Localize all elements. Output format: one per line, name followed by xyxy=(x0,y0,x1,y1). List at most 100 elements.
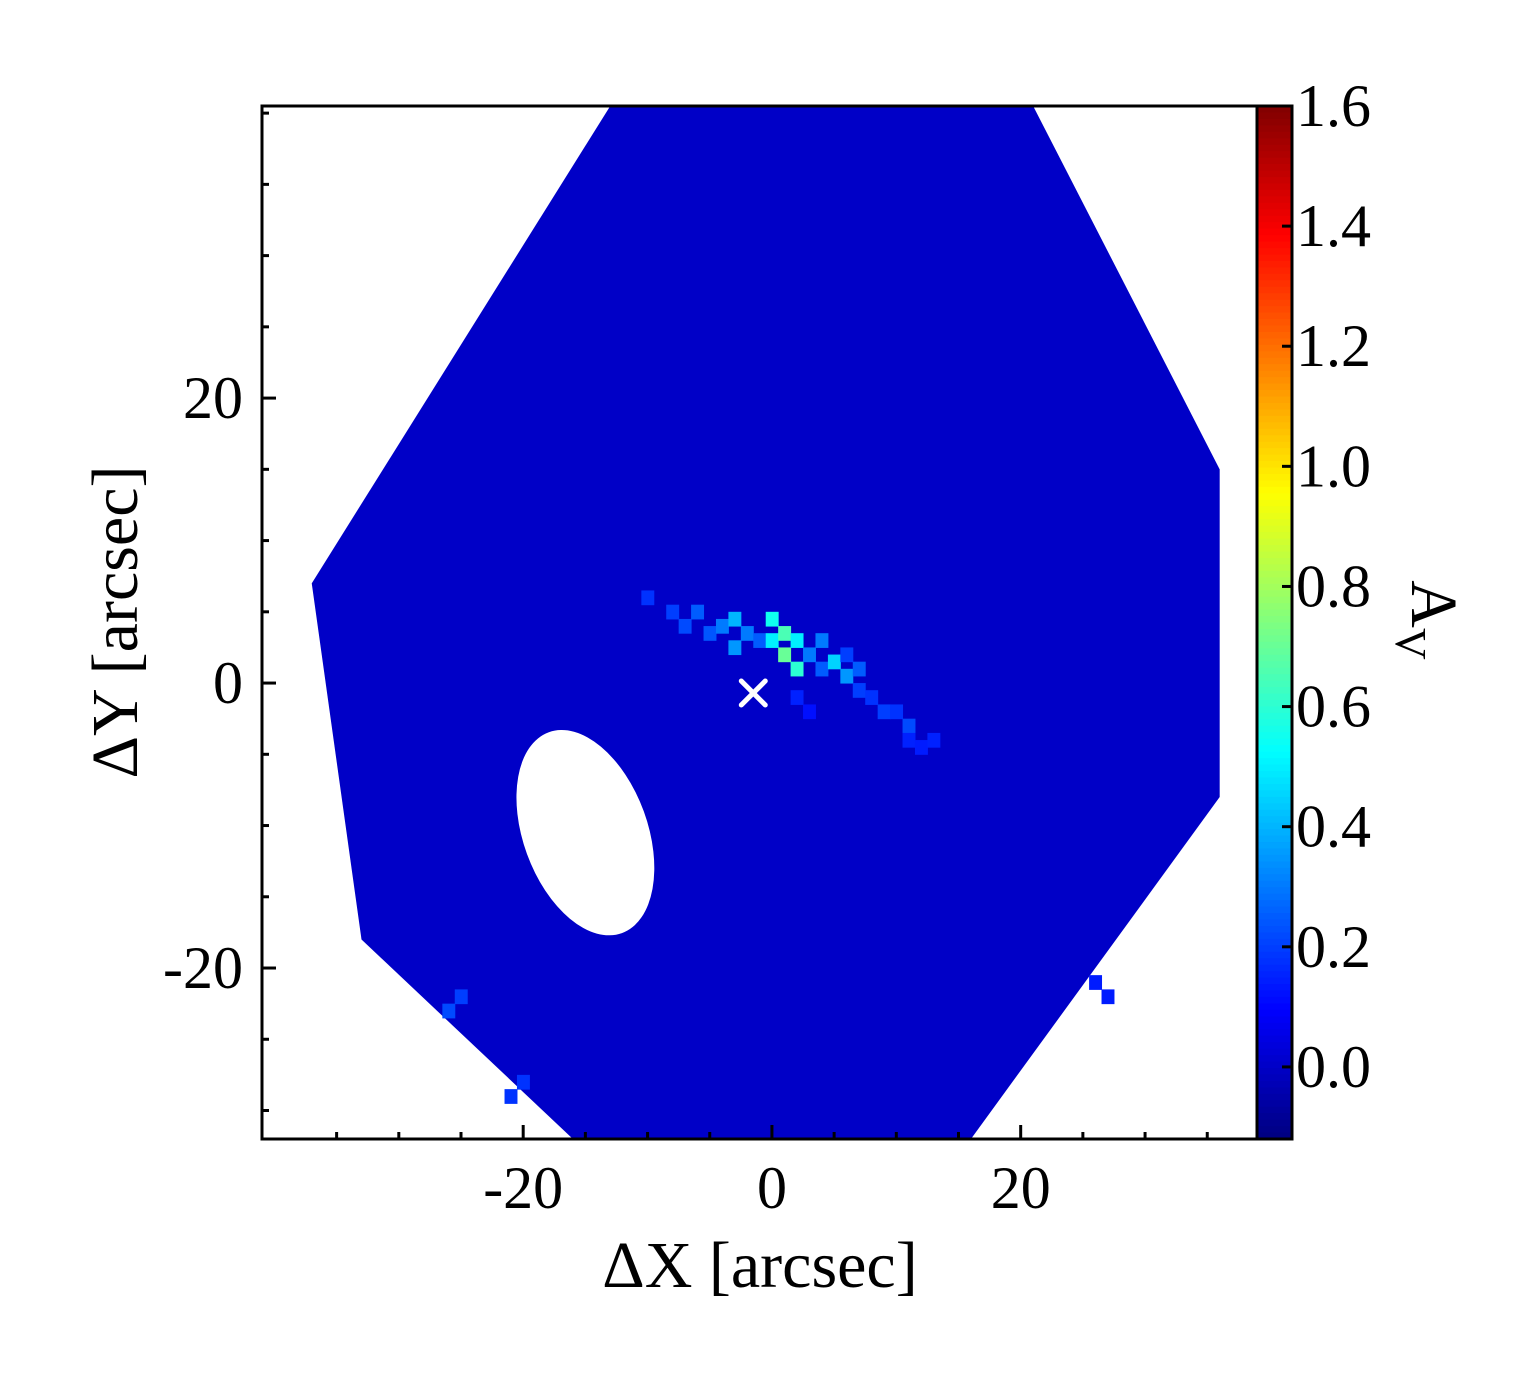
colorbar-segment xyxy=(1257,854,1292,862)
svg-text:AV: AV xyxy=(1386,580,1470,660)
colorbar-segment xyxy=(1257,525,1292,533)
colorbar-segment xyxy=(1257,228,1292,236)
colorbar-segment xyxy=(1257,699,1292,708)
extinction-pixel xyxy=(666,604,680,620)
colorbar-segment xyxy=(1257,557,1292,565)
colorbar-segment xyxy=(1257,383,1292,391)
colorbar-title: AV xyxy=(1386,580,1470,660)
colorbar-segment xyxy=(1257,906,1292,914)
colorbar-segment xyxy=(1257,196,1292,204)
extinction-pixel xyxy=(516,1074,530,1090)
colorbar-segment xyxy=(1257,913,1292,921)
extinction-pixel xyxy=(1089,975,1103,990)
extinction-pixel xyxy=(827,654,841,670)
extinction-pixel xyxy=(790,690,804,705)
colorbar-segment xyxy=(1257,971,1292,979)
colorbar-segment xyxy=(1257,1003,1292,1011)
colorbar-segment xyxy=(1257,118,1292,126)
colorbar-segment xyxy=(1257,183,1292,191)
colorbar-segment xyxy=(1257,512,1292,520)
colorbar-segment xyxy=(1257,1126,1292,1134)
colorbar-segment xyxy=(1257,1080,1292,1088)
colorbar-tick-label: 1.4 xyxy=(1296,193,1371,259)
colorbar-segment xyxy=(1257,428,1292,436)
y-axis: -20 0 20 xyxy=(163,111,276,1113)
extinction-pixel xyxy=(927,732,941,748)
colorbar-segment xyxy=(1257,1106,1292,1114)
colorbar-segment xyxy=(1257,1029,1292,1037)
colorbar-segment xyxy=(1257,1093,1292,1101)
colorbar-segment xyxy=(1257,325,1292,333)
colorbar-segment xyxy=(1257,667,1292,675)
colorbar-segment xyxy=(1257,499,1292,507)
x-axis-title: ΔX [arcsec] xyxy=(602,1229,917,1302)
colorbar-segment xyxy=(1257,273,1292,281)
colorbar-segment xyxy=(1257,712,1292,720)
colorbar-segment xyxy=(1257,170,1292,178)
colorbar-segment xyxy=(1257,106,1292,114)
colorbar-segment xyxy=(1257,1048,1292,1056)
colorbar-segment xyxy=(1257,1113,1292,1121)
colorbar-segment xyxy=(1257,280,1292,288)
extinction-pixel xyxy=(728,611,742,627)
y-axis-title: ΔY [arcsec] xyxy=(79,466,152,779)
colorbar-segment xyxy=(1257,1016,1292,1024)
colorbar-segment xyxy=(1257,248,1292,256)
extinction-pixel xyxy=(778,647,792,663)
y-tick-label: -20 xyxy=(163,935,243,1001)
colorbar-segment xyxy=(1257,583,1292,591)
x-tick-label: 20 xyxy=(991,1155,1051,1221)
extinction-pixel xyxy=(890,704,904,720)
extinction-pixel xyxy=(815,661,829,677)
colorbar-segment xyxy=(1257,1087,1292,1095)
colorbar-segment xyxy=(1257,202,1292,210)
colorbar-segment xyxy=(1257,732,1292,740)
extinction-pixel xyxy=(1101,989,1115,1005)
colorbar-segment xyxy=(1257,344,1292,352)
colorbar-tick-label: 0.2 xyxy=(1296,914,1371,980)
colorbar-segment xyxy=(1257,816,1292,824)
extinction-pixel xyxy=(865,690,879,705)
colorbar-segment xyxy=(1257,693,1292,701)
colorbar-segment xyxy=(1257,164,1292,172)
colorbar-segment xyxy=(1257,900,1292,908)
colorbar-segment xyxy=(1257,538,1292,546)
colorbar-segment xyxy=(1257,519,1292,527)
extinction-pixel xyxy=(454,989,468,1005)
colorbar-segment xyxy=(1257,177,1292,185)
colorbar-segment xyxy=(1257,796,1292,804)
colorbar-segment xyxy=(1257,1055,1292,1063)
colorbar-segment xyxy=(1257,474,1292,482)
colorbar-segment xyxy=(1257,577,1292,585)
colorbar-segment xyxy=(1257,725,1292,733)
extinction-pixel xyxy=(765,633,779,648)
colorbar-segment xyxy=(1257,822,1292,830)
x-axis: -20 0 20 xyxy=(335,1125,1209,1221)
colorbar-segment xyxy=(1257,131,1292,139)
colorbar-segment xyxy=(1257,235,1292,243)
extinction-pixel xyxy=(852,661,866,677)
colorbar-segment xyxy=(1257,861,1292,869)
extinction-pixel xyxy=(790,661,804,677)
colorbar-segment xyxy=(1257,719,1292,727)
colorbar-segment xyxy=(1257,486,1292,494)
colorbar-segment xyxy=(1257,286,1292,294)
colorbar-segment xyxy=(1257,189,1292,197)
colorbar-segment xyxy=(1257,564,1292,572)
extinction-pixel xyxy=(852,683,866,698)
colorbar-segment xyxy=(1257,377,1292,385)
colorbar-segment xyxy=(1257,396,1292,404)
colorbar-segment xyxy=(1257,764,1292,772)
colorbar-segment xyxy=(1257,254,1292,262)
colorbar-segment xyxy=(1257,1035,1292,1043)
extinction-pixel xyxy=(703,626,717,641)
extinction-pixel xyxy=(504,1089,518,1104)
x-tick-label: 0 xyxy=(757,1155,787,1221)
colorbar-segment xyxy=(1257,441,1292,449)
extinction-map xyxy=(311,106,1220,1139)
extinction-pixel xyxy=(728,640,742,656)
colorbar-segment xyxy=(1257,990,1292,998)
extinction-pixel xyxy=(740,626,754,641)
colorbar-segment xyxy=(1257,144,1292,152)
colorbar-segment xyxy=(1257,157,1292,165)
